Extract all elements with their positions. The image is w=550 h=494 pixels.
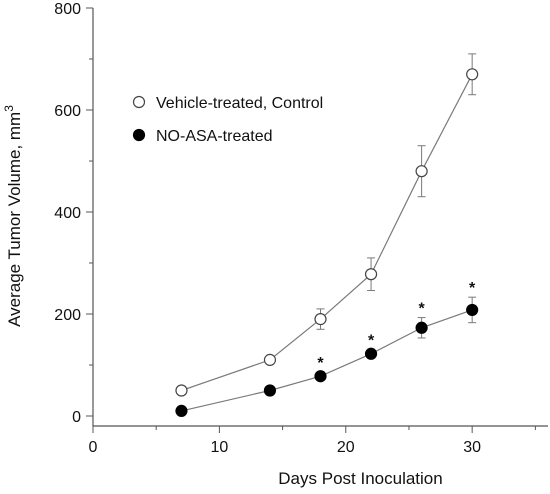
x-tick-label: 20 [337, 439, 355, 456]
y-tick-label: 200 [54, 307, 81, 324]
y-tick-label: 400 [54, 205, 81, 222]
significance-star: * [368, 333, 375, 350]
series-control [175, 53, 479, 397]
data-point [466, 68, 479, 81]
significance-star: * [317, 355, 324, 372]
legend-label: Vehicle-treated, Control [156, 95, 323, 112]
series-line [181, 74, 473, 392]
x-tick-label: 30 [463, 439, 481, 456]
legend-marker [132, 95, 146, 109]
significance-star: * [469, 280, 476, 297]
y-tick-label: 0 [72, 409, 81, 426]
data-point [466, 303, 479, 317]
y-ticks: 0 200 400 600 800 [54, 1, 93, 426]
data-point [263, 384, 277, 397]
data-point [175, 404, 188, 417]
significance-star: * [418, 301, 425, 318]
data-point [364, 347, 378, 360]
series-layer: * * * * [175, 53, 479, 417]
legend-marker [132, 128, 146, 142]
data-point [314, 313, 327, 326]
y-tick-label: 600 [54, 103, 81, 120]
data-point [175, 384, 188, 397]
data-point [364, 268, 378, 281]
data-point [415, 321, 428, 334]
series-no-asa: * * * * [175, 280, 479, 417]
data-point [263, 353, 277, 366]
y-axis-title-superscript: 3 [2, 105, 16, 112]
y-axis-title: Average Tumor Volume, mm3 [2, 105, 24, 327]
x-axis-title: Days Post Inoculation [278, 469, 442, 488]
legend-label: NO-ASA-treated [156, 128, 272, 145]
x-tick-label: 10 [210, 439, 228, 456]
x-ticks: 0 10 20 30 [89, 426, 536, 456]
y-tick-label: 800 [54, 1, 81, 18]
data-point [415, 165, 428, 178]
data-point [314, 370, 327, 383]
series-line [181, 309, 473, 412]
x-tick-label: 0 [89, 439, 98, 456]
legend: Vehicle-treated, Control NO-ASA-treated [132, 95, 323, 145]
